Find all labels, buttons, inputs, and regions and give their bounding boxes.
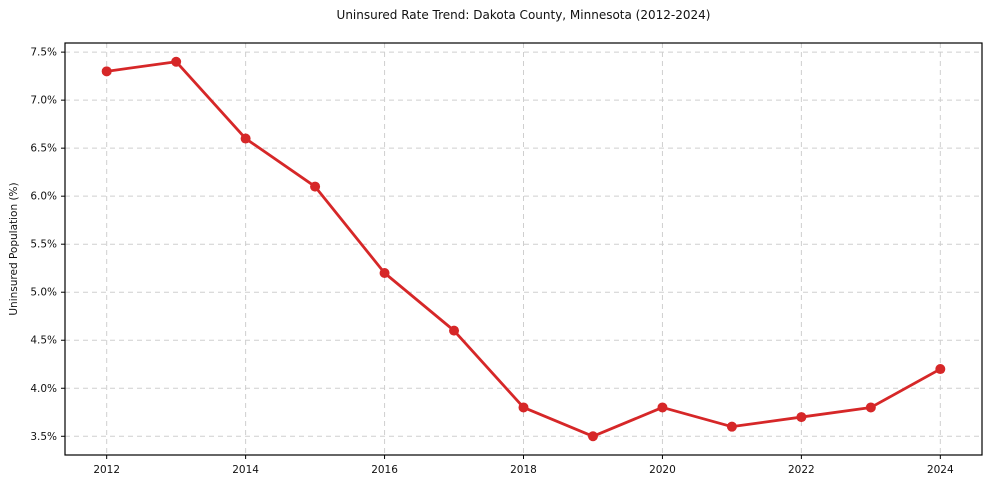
y-tick-label: 4.0% [30,383,57,395]
y-tick-label: 6.5% [30,143,57,155]
y-tick-label: 4.5% [30,335,57,347]
x-tick-label: 2018 [510,464,537,476]
data-point [101,66,112,77]
x-tick-label: 2016 [371,464,398,476]
x-tick-label: 2022 [788,464,815,476]
data-point [865,402,876,413]
y-tick-label: 7.0% [30,95,57,107]
data-point [240,133,251,144]
data-point [171,56,182,67]
data-point [518,402,529,413]
x-tick-label: 2024 [927,464,954,476]
data-point [726,421,737,432]
y-tick-label: 5.0% [30,287,57,299]
y-tick-label: 5.5% [30,239,57,251]
x-tick-label: 2012 [93,464,120,476]
data-point [310,181,321,192]
data-point [796,412,807,423]
plot-border [64,42,983,456]
y-tick-label: 6.0% [30,191,57,203]
x-tick-label: 2020 [649,464,676,476]
data-point [587,431,598,442]
x-tick-label: 2014 [232,464,259,476]
data-point [935,364,946,375]
chart-title: Uninsured Rate Trend: Dakota County, Min… [336,8,711,22]
data-point [379,268,390,279]
data-point [449,325,460,336]
data-point [657,402,668,413]
y-tick-label: 3.5% [30,431,57,443]
y-tick-label: 7.5% [30,47,57,59]
